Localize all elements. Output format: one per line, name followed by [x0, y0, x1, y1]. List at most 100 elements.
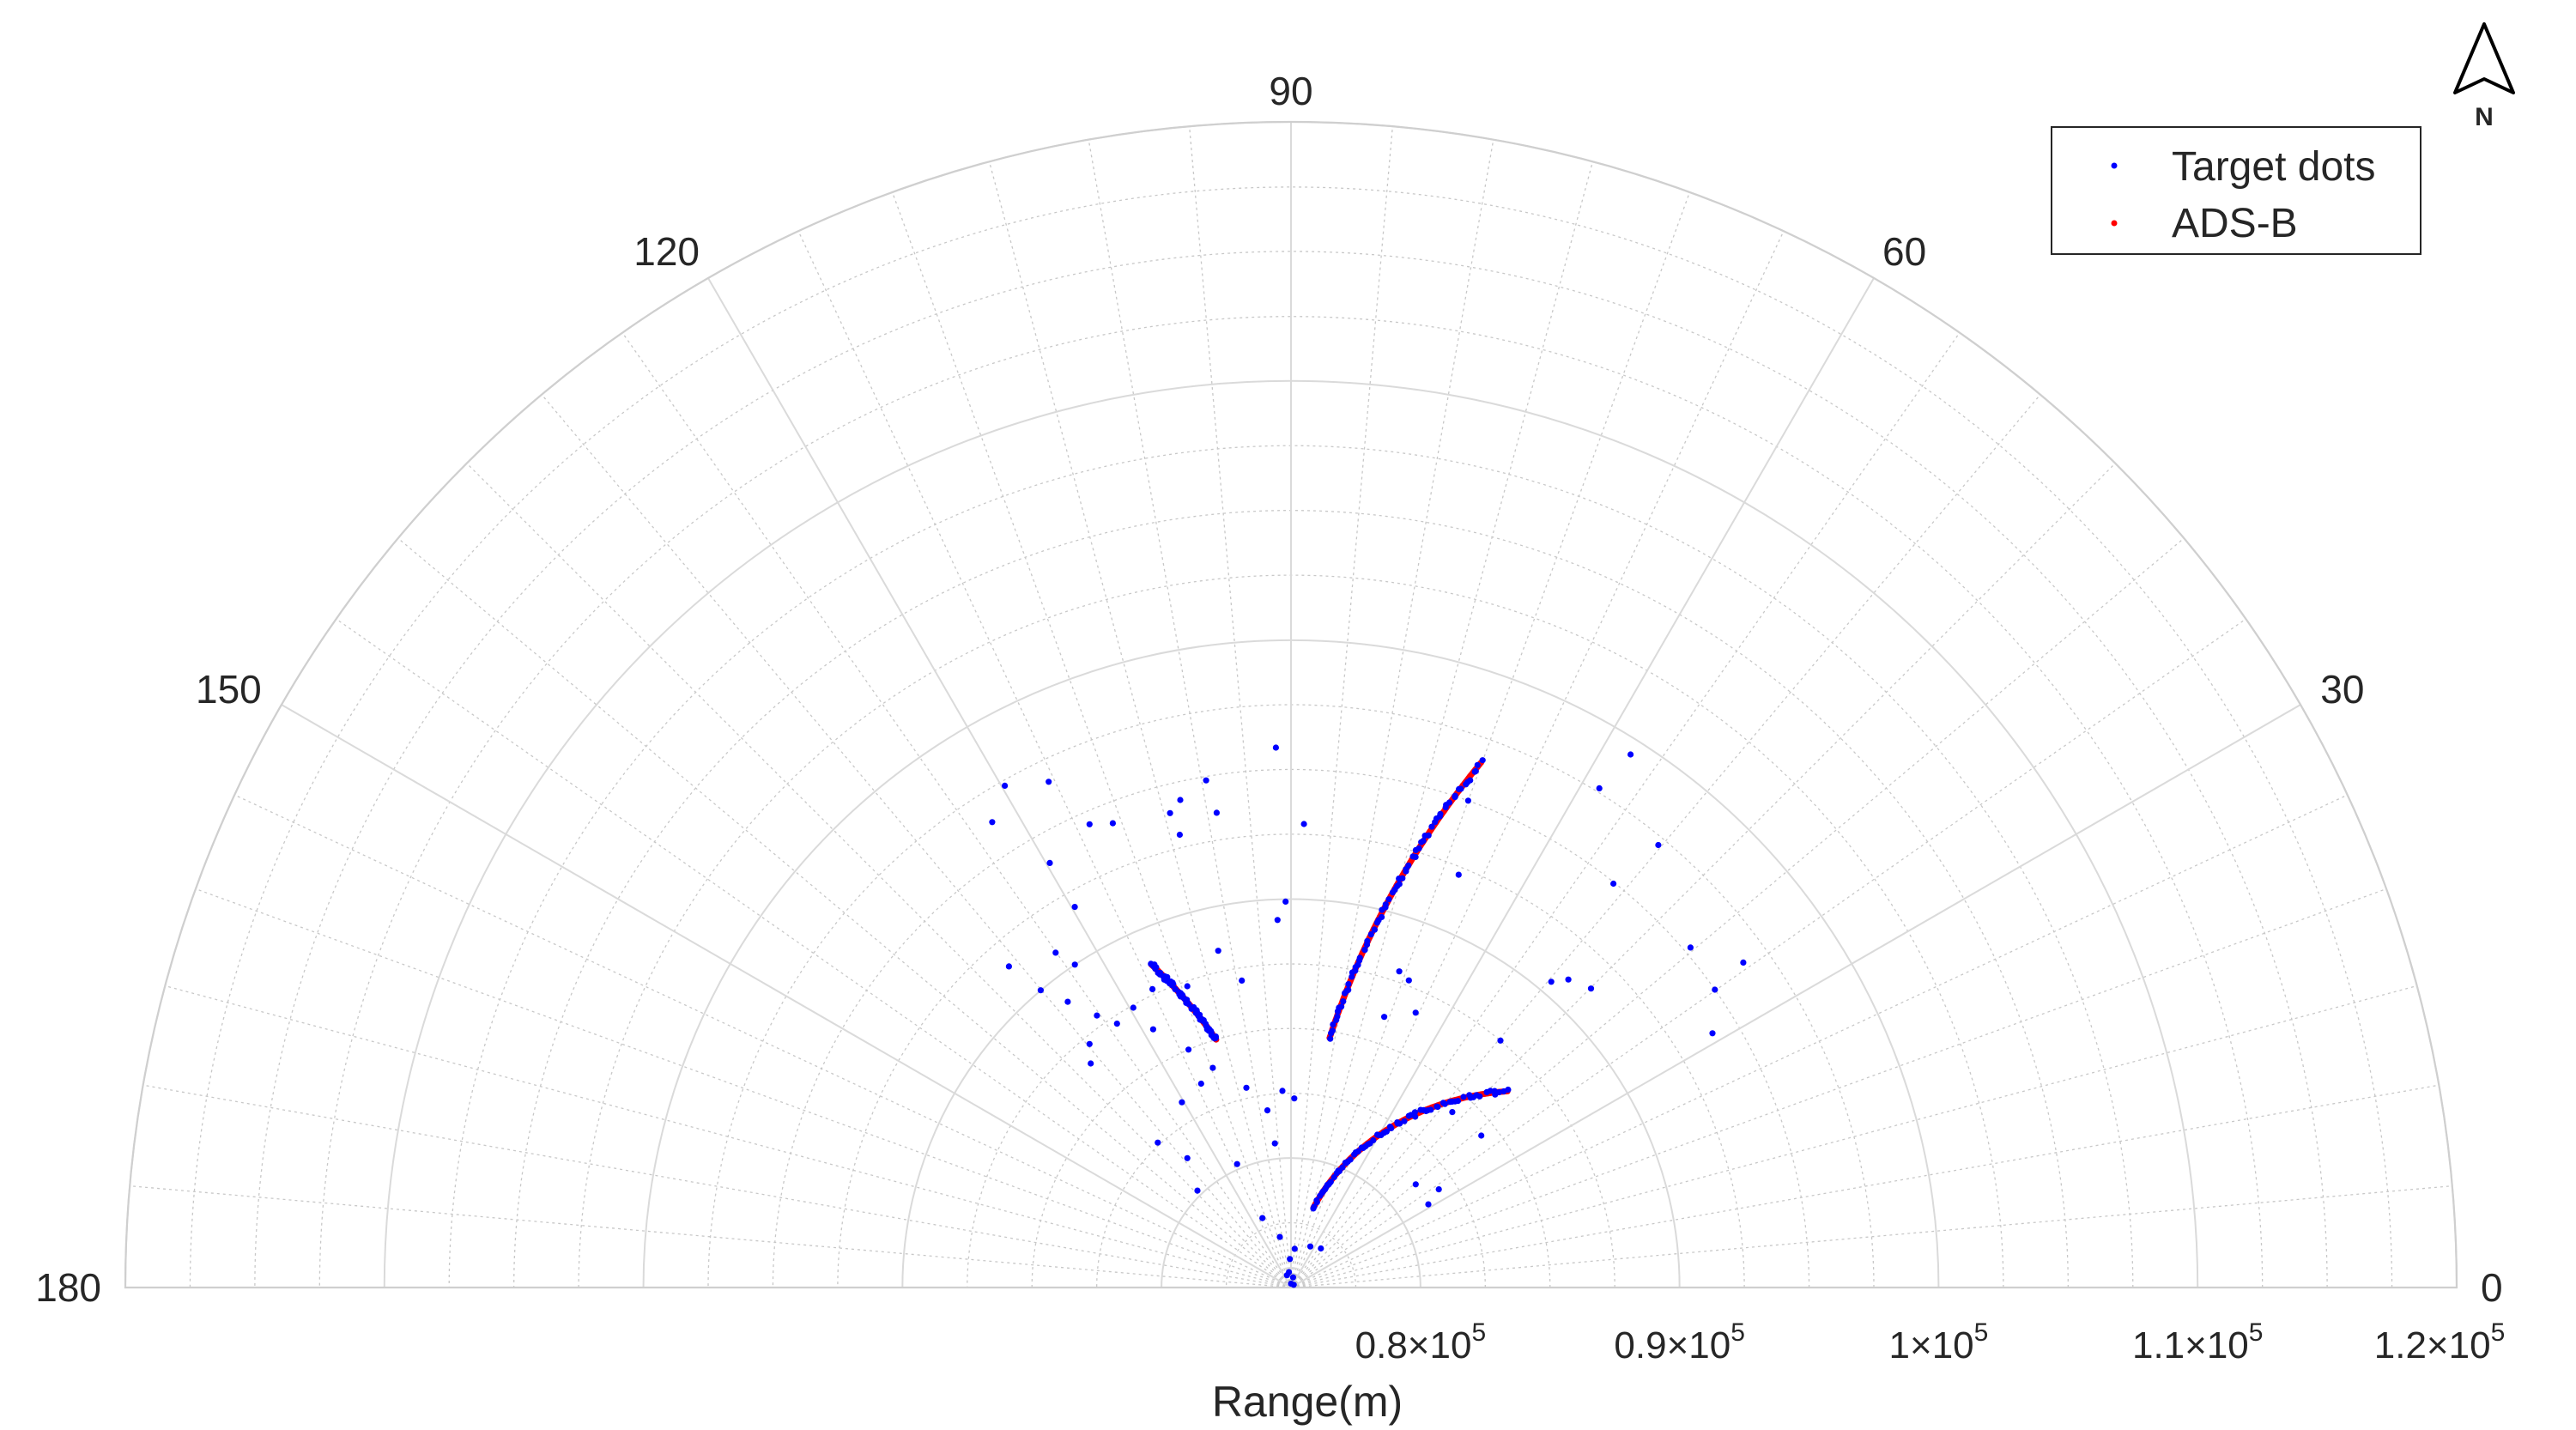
- target-dot: [1283, 1272, 1290, 1279]
- minor-angle-spoke: [988, 161, 1292, 1288]
- target-dot: [1405, 1112, 1412, 1119]
- target-dot: [1740, 959, 1747, 966]
- target-dot: [1291, 1245, 1298, 1252]
- target-dot: [1086, 1040, 1093, 1047]
- target-dot: [1396, 876, 1403, 882]
- minor-angle-spoke: [1290, 537, 2185, 1288]
- minor-angle-spoke: [165, 985, 1292, 1288]
- minor-angle-spoke: [233, 794, 1292, 1288]
- target-dot: [1440, 1100, 1446, 1106]
- minor-angle-spoke: [1290, 230, 1785, 1288]
- angle-tick-60: 60: [1882, 229, 1926, 274]
- target-dot: [1330, 1173, 1337, 1181]
- target-dot: [1176, 831, 1183, 839]
- target-dot: [1363, 941, 1371, 948]
- minor-angle-spoke: [1290, 888, 2387, 1288]
- minor-angle-spoke: [466, 463, 1292, 1288]
- target-dot: [1327, 1035, 1334, 1042]
- minor-angle-spoke: [336, 618, 1292, 1288]
- target-dot: [1197, 1080, 1204, 1088]
- major-angle-spoke: [1290, 277, 1875, 1288]
- minor-angle-spoke: [891, 191, 1292, 1288]
- target-dot: [1478, 1132, 1485, 1139]
- target-dot: [1282, 898, 1289, 905]
- minor-angle-spoke: [1290, 618, 2246, 1288]
- minor-range-ring: [1031, 1027, 1551, 1288]
- target-dot: [1149, 1026, 1156, 1033]
- target-dot: [1318, 1245, 1324, 1252]
- plot-boundary: [124, 120, 2458, 1289]
- target-dot: [1046, 859, 1053, 867]
- ads-b-series: [1148, 759, 1511, 1211]
- target-dot: [1239, 977, 1246, 984]
- target-dot: [1209, 1064, 1216, 1071]
- target-dot: [1259, 1215, 1266, 1221]
- target-dot: [1456, 785, 1463, 793]
- minor-angle-spoke: [1290, 463, 2116, 1288]
- target-dot: [1373, 919, 1380, 926]
- target-dot: [1167, 809, 1173, 816]
- legend: Target dots ADS-B: [2051, 126, 2421, 255]
- target-dot: [1401, 1118, 1408, 1124]
- target-dot: [1386, 1124, 1394, 1130]
- target-dot: [1164, 973, 1171, 980]
- target-dot: [1005, 963, 1012, 970]
- angle-tick-labels: 0 30 60 90 120 150 180: [35, 69, 2502, 1310]
- angle-tick-90: 90: [1269, 69, 1312, 113]
- minor-angle-spoke: [1290, 394, 2041, 1288]
- target-dot: [1342, 1160, 1349, 1166]
- target-dot: [1264, 1107, 1271, 1114]
- minor-angle-spoke: [1088, 139, 1292, 1288]
- target-dot: [1317, 1192, 1324, 1199]
- target-dot: [1287, 1256, 1294, 1263]
- target-dot: [1435, 1186, 1442, 1193]
- target-dot: [1379, 906, 1385, 913]
- target-dot: [1497, 1037, 1504, 1044]
- minor-angle-spoke: [621, 332, 1292, 1288]
- minor-range-ring: [254, 251, 2328, 1288]
- target-dot: [1330, 1021, 1336, 1028]
- target-dot: [1432, 819, 1439, 826]
- target-dot: [1412, 1009, 1419, 1016]
- target-dot: [1300, 821, 1307, 827]
- target-dot: [1425, 1201, 1432, 1208]
- target-dot: [1417, 1106, 1424, 1113]
- target-dot: [1479, 757, 1486, 764]
- target-dot: [1418, 839, 1425, 845]
- target-dot: [1052, 949, 1059, 956]
- target-dot: [1212, 1034, 1219, 1041]
- target-dot: [1466, 1092, 1473, 1099]
- target-dot: [1349, 973, 1355, 980]
- target-dot: [1385, 896, 1392, 903]
- legend-marker-target-dots: [2111, 162, 2118, 169]
- target-dot: [1213, 809, 1220, 816]
- target-dot: [989, 819, 996, 826]
- target-dot: [1483, 1088, 1490, 1095]
- target-dot: [1412, 846, 1419, 854]
- range-tick-1.2e5: 1.2×105: [2374, 1318, 2506, 1366]
- target-dot: [1310, 1205, 1317, 1212]
- target-dot: [1149, 985, 1156, 992]
- target-dot: [1687, 944, 1694, 951]
- target-dot: [1333, 1016, 1340, 1023]
- target-dot: [1396, 968, 1403, 975]
- range-tick-1e5: 1×105: [1889, 1318, 1989, 1366]
- target-dot: [1351, 1151, 1358, 1158]
- target-dot: [1471, 768, 1478, 775]
- target-dot: [1627, 751, 1634, 758]
- target-dot: [1289, 1274, 1296, 1281]
- target-dot: [1153, 964, 1160, 971]
- target-dot: [1157, 969, 1164, 977]
- target-dot: [1345, 981, 1352, 988]
- minor-angle-spoke: [397, 537, 1292, 1288]
- target-dot: [1215, 948, 1221, 954]
- range-tick-0.9e5: 0.9×105: [1614, 1318, 1744, 1366]
- legend-box: [2051, 126, 2421, 255]
- minor-angle-spoke: [195, 888, 1292, 1288]
- target-dot: [1313, 1197, 1320, 1204]
- target-dot: [1433, 1103, 1440, 1110]
- major-grid: [124, 120, 2458, 1289]
- angle-tick-0: 0: [2481, 1265, 2503, 1310]
- angle-tick-180: 180: [35, 1265, 101, 1310]
- target-dot: [1177, 797, 1184, 803]
